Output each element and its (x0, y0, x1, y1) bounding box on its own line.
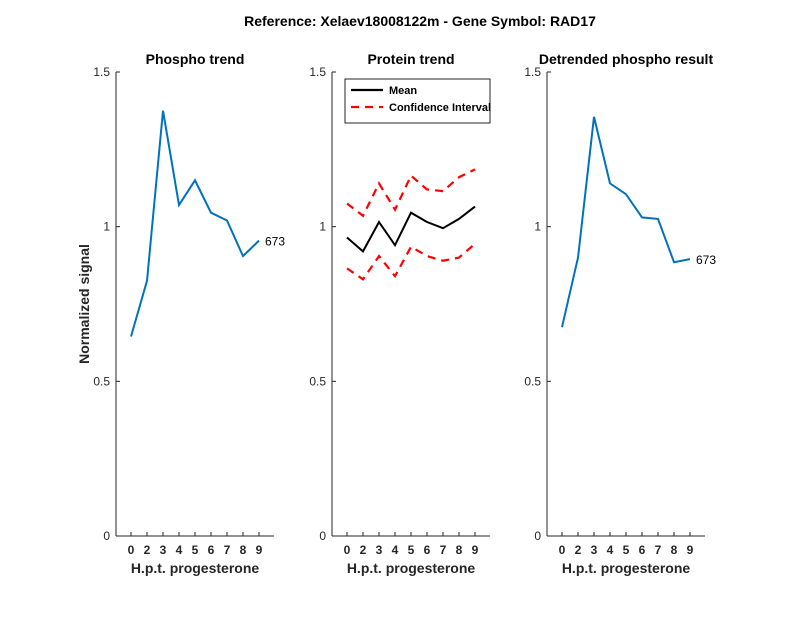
x-tick-label: 2 (360, 543, 367, 557)
series-line-2 (346, 168, 476, 218)
y-tick-label: 1.5 (93, 65, 110, 79)
y-tick-label: 1 (319, 220, 326, 234)
series-line-3 (346, 242, 476, 281)
legend-label: Mean (389, 85, 417, 97)
x-tick-label: 2 (144, 543, 151, 557)
x-tick-label: 5 (408, 543, 415, 557)
x-tick-label: 8 (456, 543, 463, 557)
x-axis-label: H.p.t. progesterone (562, 560, 691, 576)
legend: Mean Confidence Interval (344, 78, 491, 124)
y-tick-label: 1.5 (524, 65, 541, 79)
y-tick-label: 0.5 (524, 374, 541, 388)
x-tick-label: 5 (192, 543, 199, 557)
y-tick-label: 1 (534, 220, 541, 234)
x-tick-label: 4 (392, 543, 399, 557)
x-tick-label: 6 (208, 543, 215, 557)
y-tick-label: 0 (319, 529, 326, 543)
series-end-label: 673 (265, 235, 285, 249)
legend-label: Confidence Interval (389, 102, 491, 114)
series-line-1 (561, 116, 691, 328)
series-line-1 (346, 205, 476, 253)
x-axis-label: H.p.t. progesterone (347, 560, 476, 576)
y-axis-label: Normalized signal (76, 244, 92, 364)
x-tick-label: 7 (224, 543, 231, 557)
x-tick-label: 9 (687, 543, 694, 557)
y-tick-label: 0 (534, 529, 541, 543)
y-tick-label: 1.5 (309, 65, 326, 79)
x-tick-label: 3 (160, 543, 167, 557)
x-tick-label: 8 (671, 543, 678, 557)
y-tick-label: 1 (103, 220, 110, 234)
panel-title: Protein trend (367, 51, 454, 67)
x-tick-label: 7 (440, 543, 447, 557)
figure-title: Reference: Xelaev18008122m - Gene Symbol… (244, 13, 596, 29)
x-axis-label: H.p.t. progesterone (131, 560, 260, 576)
x-tick-label: 2 (575, 543, 582, 557)
series-line-1 (130, 110, 260, 337)
y-tick-label: 0.5 (93, 374, 110, 388)
x-tick-label: 9 (472, 543, 479, 557)
x-tick-label: 3 (376, 543, 383, 557)
y-tick-label: 0 (103, 529, 110, 543)
x-tick-label: 5 (623, 543, 630, 557)
x-tick-label: 0 (559, 543, 566, 557)
x-tick-label: 3 (591, 543, 598, 557)
x-tick-label: 4 (607, 543, 614, 557)
panel-title: Detrended phospho result (539, 51, 714, 67)
y-tick-label: 0.5 (309, 374, 326, 388)
x-tick-label: 9 (256, 543, 263, 557)
legend-box (344, 78, 491, 124)
x-tick-label: 0 (128, 543, 135, 557)
series-end-label: 673 (696, 253, 716, 267)
x-tick-label: 4 (176, 543, 183, 557)
x-tick-label: 0 (344, 543, 351, 557)
x-tick-label: 7 (655, 543, 662, 557)
panel-title: Phospho trend (146, 51, 245, 67)
x-tick-label: 8 (240, 543, 247, 557)
x-tick-label: 6 (424, 543, 431, 557)
x-tick-label: 6 (639, 543, 646, 557)
